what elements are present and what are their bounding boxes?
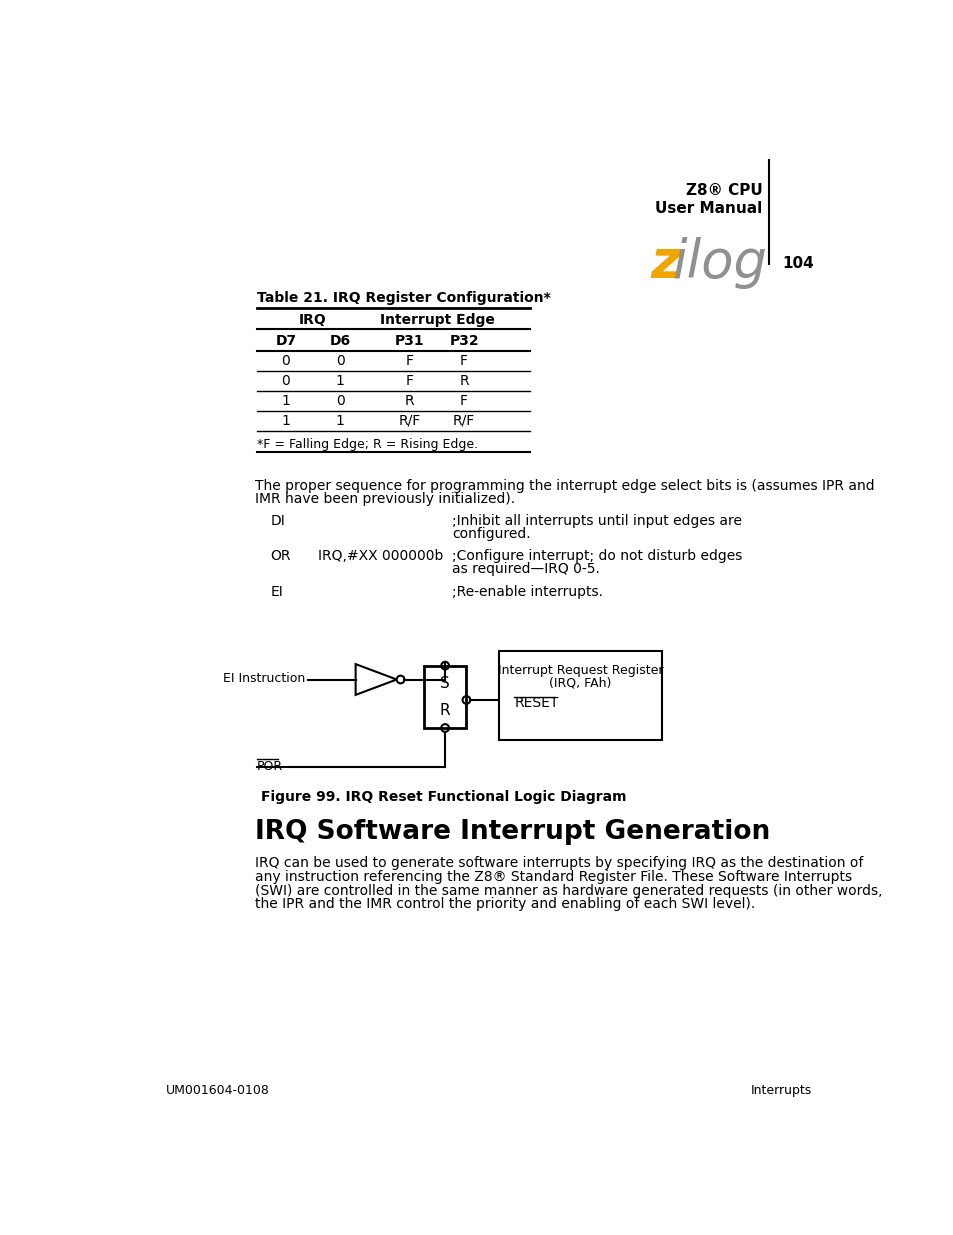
Bar — [423, 666, 466, 727]
Text: P31: P31 — [395, 335, 424, 348]
Text: RESET: RESET — [514, 697, 558, 710]
Text: (SWI) are controlled in the same manner as hardware generated requests (in other: (SWI) are controlled in the same manner … — [254, 883, 882, 898]
Text: F: F — [405, 374, 414, 388]
Text: as required—IRQ 0-5.: as required—IRQ 0-5. — [452, 562, 599, 577]
Text: F: F — [459, 394, 468, 408]
Text: Figure 99. IRQ Reset Functional Logic Diagram: Figure 99. IRQ Reset Functional Logic Di… — [261, 789, 626, 804]
Text: Z8® CPU: Z8® CPU — [685, 183, 761, 198]
Text: 104: 104 — [781, 256, 813, 270]
Text: DI: DI — [270, 514, 285, 527]
Text: IRQ,#XX 000000b: IRQ,#XX 000000b — [318, 550, 443, 563]
Text: R/F: R/F — [398, 414, 420, 427]
Text: 0: 0 — [335, 353, 344, 368]
Text: ilog: ilog — [671, 237, 766, 289]
Text: z: z — [649, 237, 680, 289]
Text: R: R — [405, 394, 415, 408]
Text: R: R — [458, 374, 469, 388]
Text: ;Inhibit all interrupts until input edges are: ;Inhibit all interrupts until input edge… — [452, 514, 741, 527]
Text: 0: 0 — [335, 394, 344, 408]
Text: S: S — [439, 676, 450, 690]
Text: EI Instruction: EI Instruction — [223, 672, 305, 685]
Text: (IRQ, FAh): (IRQ, FAh) — [549, 677, 611, 690]
Text: P32: P32 — [449, 335, 478, 348]
Text: POR: POR — [257, 760, 283, 773]
Text: EI: EI — [270, 585, 283, 599]
Text: 1: 1 — [335, 374, 344, 388]
Bar — [498, 651, 661, 740]
Text: IRQ can be used to generate software interrupts by specifying IRQ as the destina: IRQ can be used to generate software int… — [254, 856, 862, 869]
Text: 0: 0 — [281, 353, 290, 368]
Text: F: F — [459, 353, 468, 368]
Text: R: R — [439, 703, 450, 718]
Text: The proper sequence for programming the interrupt edge select bits is (assumes I: The proper sequence for programming the … — [254, 479, 874, 493]
Text: ;Re-enable interrupts.: ;Re-enable interrupts. — [452, 585, 603, 599]
Text: IRQ: IRQ — [299, 312, 327, 327]
Text: *F = Falling Edge; R = Rising Edge.: *F = Falling Edge; R = Rising Edge. — [257, 438, 477, 452]
Text: 1: 1 — [335, 414, 344, 427]
Text: ;Configure interrupt; do not disturb edges: ;Configure interrupt; do not disturb edg… — [452, 550, 742, 563]
Text: 0: 0 — [281, 374, 290, 388]
Text: 1: 1 — [281, 414, 290, 427]
Text: Interrupt Edge: Interrupt Edge — [379, 312, 494, 327]
Text: R/F: R/F — [453, 414, 475, 427]
Text: the IPR and the IMR control the priority and enabling of each SWI level).: the IPR and the IMR control the priority… — [254, 898, 755, 911]
Text: User Manual: User Manual — [655, 200, 761, 216]
Text: any instruction referencing the Z8® Standard Register File. These Software Inter: any instruction referencing the Z8® Stan… — [254, 869, 851, 884]
Text: 1: 1 — [281, 394, 290, 408]
Text: IMR have been previously initialized).: IMR have been previously initialized). — [254, 493, 515, 506]
Text: D6: D6 — [329, 335, 351, 348]
Text: IRQ Software Interrupt Generation: IRQ Software Interrupt Generation — [254, 819, 769, 845]
Text: Interrupt Request Register: Interrupt Request Register — [497, 663, 662, 677]
Text: UM001604-0108: UM001604-0108 — [166, 1084, 270, 1097]
Text: D7: D7 — [275, 335, 296, 348]
Text: configured.: configured. — [452, 527, 531, 541]
Text: Interrupts: Interrupts — [750, 1084, 811, 1097]
Text: OR: OR — [270, 550, 291, 563]
Text: Table 21. IRQ Register Configuration*: Table 21. IRQ Register Configuration* — [257, 290, 551, 305]
Text: F: F — [405, 353, 414, 368]
